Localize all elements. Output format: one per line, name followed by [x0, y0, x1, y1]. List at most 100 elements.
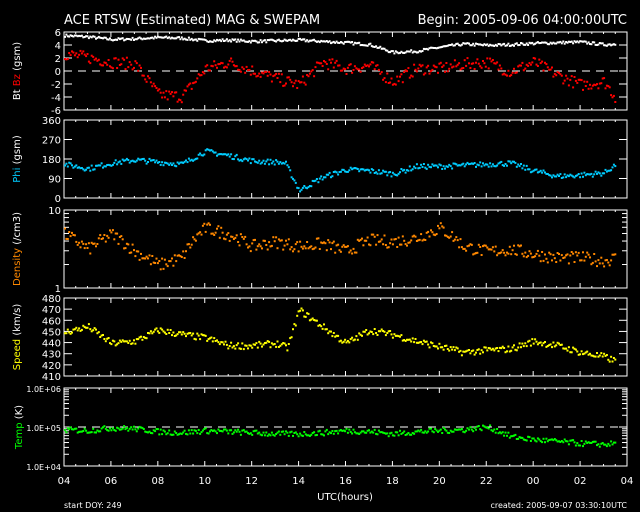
- data-point-bt: [103, 36, 106, 39]
- data-point-bt: [90, 36, 93, 39]
- data-point-bz: [144, 78, 147, 81]
- data-point-speed: [399, 335, 401, 338]
- data-point-density: [217, 225, 220, 228]
- data-point-bz: [179, 99, 182, 102]
- data-point-speed: [607, 358, 610, 361]
- data-point-bz: [332, 66, 335, 69]
- data-point-density: [410, 239, 413, 242]
- data-point-phi: [380, 172, 383, 175]
- data-point-density: [331, 242, 334, 245]
- data-point-phi: [297, 187, 300, 190]
- data-point-bz: [265, 70, 268, 73]
- data-point-temp: [563, 438, 566, 441]
- data-point-speed: [120, 340, 123, 343]
- y-tick-label: 4: [55, 41, 61, 52]
- data-point-temp: [169, 433, 172, 436]
- data-point-density: [404, 243, 407, 246]
- data-point-bt: [539, 42, 542, 44]
- data-point-temp: [209, 430, 211, 433]
- data-point-phi: [542, 169, 545, 172]
- data-point-speed: [232, 345, 235, 348]
- data-point-speed: [566, 349, 569, 352]
- data-point-bz: [275, 72, 278, 75]
- data-point-temp: [232, 431, 235, 434]
- data-point-bz: [225, 66, 228, 69]
- data-point-density: [589, 256, 591, 259]
- data-point-bz: [604, 87, 607, 90]
- data-point-density: [241, 236, 244, 238]
- data-point-temp: [608, 444, 611, 447]
- data-point-temp: [109, 427, 111, 430]
- y-tick-label: 470: [42, 305, 61, 316]
- data-point-density: [103, 234, 106, 236]
- data-point-phi: [82, 168, 85, 171]
- data-point-bt: [346, 40, 349, 43]
- data-point-phi: [430, 166, 432, 169]
- data-point-bt: [556, 41, 559, 44]
- data-point-bt: [331, 41, 334, 44]
- data-point-bz: [572, 86, 575, 89]
- data-point-temp: [66, 427, 69, 430]
- data-point-temp: [73, 427, 76, 430]
- data-point-bt: [166, 37, 169, 40]
- data-point-speed: [355, 335, 358, 338]
- data-point-speed: [116, 343, 119, 346]
- data-point-speed: [334, 335, 337, 338]
- data-point-speed: [573, 347, 576, 350]
- data-point-temp: [612, 441, 615, 444]
- data-point-bz: [313, 75, 316, 78]
- data-point-bz: [75, 52, 78, 55]
- data-point-phi: [66, 165, 69, 168]
- data-point-temp: [420, 428, 423, 431]
- data-point-bz: [387, 82, 390, 84]
- data-point-bt: [110, 38, 113, 41]
- data-point-density: [185, 250, 187, 253]
- data-point-speed: [558, 342, 560, 345]
- data-point-density: [317, 237, 320, 240]
- data-point-temp: [594, 440, 597, 443]
- data-point-phi: [200, 154, 203, 157]
- data-point-temp: [255, 429, 258, 432]
- data-point-temp: [206, 432, 209, 435]
- data-point-density: [370, 233, 373, 236]
- data-point-speed: [491, 347, 494, 350]
- data-point-speed: [349, 338, 352, 341]
- data-point-temp: [96, 429, 99, 432]
- data-point-bz: [484, 65, 487, 68]
- data-point-temp: [300, 434, 303, 437]
- data-point-phi: [507, 160, 510, 163]
- data-point-temp: [558, 440, 560, 443]
- data-point-temp: [239, 433, 242, 436]
- data-point-phi: [418, 166, 421, 169]
- data-point-speed: [78, 327, 81, 330]
- data-point-density: [414, 235, 417, 238]
- data-point-density: [118, 236, 121, 238]
- data-point-density: [605, 259, 608, 261]
- data-point-density: [252, 239, 255, 242]
- data-point-temp: [524, 439, 527, 441]
- data-point-phi: [562, 176, 565, 179]
- data-point-speed: [456, 347, 459, 350]
- data-point-temp: [386, 432, 389, 435]
- data-point-density: [287, 238, 290, 241]
- data-point-phi: [304, 186, 307, 189]
- data-point-speed: [82, 324, 85, 327]
- data-point-bt: [437, 46, 439, 49]
- data-point-temp: [313, 431, 316, 434]
- data-point-temp: [211, 430, 214, 432]
- data-point-density: [323, 241, 325, 244]
- data-point-temp: [466, 427, 469, 430]
- data-point-bz: [586, 80, 589, 83]
- data-point-speed: [207, 338, 210, 341]
- data-point-temp: [587, 441, 590, 444]
- data-point-bz: [293, 82, 296, 85]
- data-point-bt: [175, 37, 178, 40]
- data-point-bt: [498, 43, 501, 46]
- data-point-temp: [196, 432, 199, 435]
- data-point-temp: [301, 434, 304, 437]
- data-point-speed: [448, 349, 451, 352]
- data-point-speed: [553, 345, 556, 348]
- data-point-temp: [498, 431, 501, 434]
- data-point-bz: [165, 90, 168, 93]
- data-point-bt: [427, 48, 430, 51]
